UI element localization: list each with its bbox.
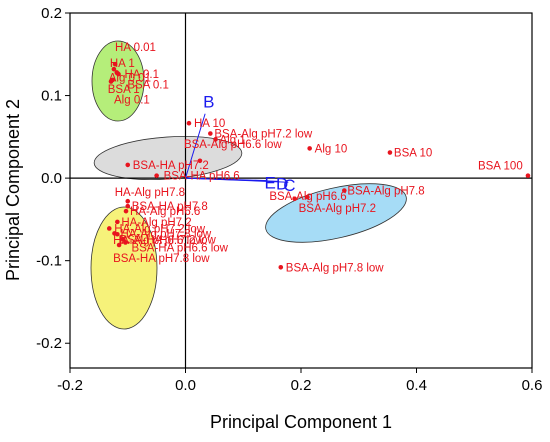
point-label: BSA-HA pH6.6 <box>164 171 240 183</box>
point-label: Alg 1 <box>220 134 246 146</box>
data-point <box>120 236 126 242</box>
data-point <box>106 226 112 231</box>
vector-label-e: E <box>265 174 276 193</box>
x-tick-label: -0.2 <box>57 377 83 394</box>
data-point <box>123 208 129 214</box>
vector-label-c: C <box>283 176 295 195</box>
point-label: HA 10 <box>194 118 225 130</box>
data-point <box>342 188 347 193</box>
ellipse-gray-cluster <box>93 136 243 180</box>
data-point <box>116 242 122 248</box>
point-label: BSA-Alg pH7.2 <box>299 203 376 215</box>
point-label: BSA-HA pH7.8 low <box>113 253 210 265</box>
data-point <box>112 61 118 67</box>
data-point <box>111 66 117 72</box>
point-label: BSA 0.1 <box>127 79 169 91</box>
point-label: BSA-HA pH7.2 <box>133 160 209 172</box>
point-label: Alg 10 <box>315 143 348 155</box>
y-tick-label: -0.1 <box>36 253 62 270</box>
axis-ticks: -0.2 0.0 0.2 0.4 0.6 0.2 0.1 0.0 -0.1 -0.2 <box>36 5 542 394</box>
vector-line-c <box>185 177 289 183</box>
point-label: BSA 100 <box>478 161 523 173</box>
point-label: BSA-Alg pH7.8 low <box>286 262 384 274</box>
data-point <box>125 203 131 209</box>
point-label: HA-Alg pH7.8 <box>115 187 185 199</box>
data-point <box>387 150 393 155</box>
x-tick-label: 0.0 <box>175 377 196 394</box>
point-label: BSA 1 <box>108 84 140 96</box>
data-point <box>125 198 131 204</box>
point-label: BSA-Alg pH6.6 low <box>184 139 282 151</box>
point-label: BSA-HA pH6.6 low <box>131 243 228 255</box>
x-tick-label: 0.6 <box>522 377 543 394</box>
data-point <box>123 240 128 245</box>
data-point <box>115 231 120 237</box>
x-axis-label: Principal Component 1 <box>210 412 392 432</box>
point-label: HA 0.1 <box>125 69 160 81</box>
data-point <box>197 158 203 164</box>
ellipse-blue-cluster <box>265 183 407 243</box>
y-axis-label: Principal Component 2 <box>3 99 23 281</box>
point-label: BSA-HA pH7.2 low <box>119 234 216 246</box>
point-label: HA-Alg pH6.6 low <box>113 235 204 247</box>
vector-label-b: B <box>203 93 214 112</box>
point-label: BSA-Alg pH7.8 <box>347 186 424 198</box>
data-point <box>292 196 297 202</box>
data-point <box>115 219 120 225</box>
y-tick-label: 0.2 <box>41 5 62 22</box>
y-tick-label: -0.2 <box>36 335 62 352</box>
point-label: HA-Alg pH7.2 low <box>114 223 205 235</box>
y-tick-label: 0.1 <box>41 88 62 105</box>
loading-vectors: B E DC <box>185 93 296 195</box>
data-point <box>278 264 284 270</box>
data-point <box>125 162 131 168</box>
y-tick-label: 0.0 <box>41 170 62 187</box>
cluster-ellipses <box>90 40 407 330</box>
data-point <box>115 70 120 76</box>
data-point <box>108 79 114 84</box>
point-label: Alg 0.1 <box>114 95 150 107</box>
data-point <box>213 137 218 142</box>
vector-line-b <box>185 113 206 179</box>
data-point <box>186 120 192 126</box>
ellipse-yellow-cluster <box>90 206 158 330</box>
point-label: HA-Alg pH7.8 low <box>120 228 211 240</box>
data-point <box>154 173 159 178</box>
data-point <box>208 131 213 136</box>
x-tick-label: 0.2 <box>291 377 312 394</box>
data-point <box>525 173 531 178</box>
point-label: HA 1 <box>110 58 135 70</box>
data-point <box>307 146 312 151</box>
x-tick-label: 0.4 <box>406 377 427 394</box>
point-label: HA 0.01 <box>115 42 156 54</box>
zero-lines <box>70 13 532 368</box>
vector-label-d: D <box>276 174 288 193</box>
point-label: HA-Alg pH6.6 <box>130 206 200 218</box>
ellipse-green-cluster <box>91 40 145 122</box>
point-label: BSA-Alg pH6.6 <box>269 191 346 203</box>
point-label: BSA 10 <box>394 148 432 160</box>
point-label: BSA-Alg pH7.2 low <box>214 129 312 141</box>
point-label: HA-Alg pH7.2 <box>121 217 191 229</box>
point-label: BSA-HA pH7.8 <box>132 201 208 213</box>
data-point <box>305 194 310 200</box>
